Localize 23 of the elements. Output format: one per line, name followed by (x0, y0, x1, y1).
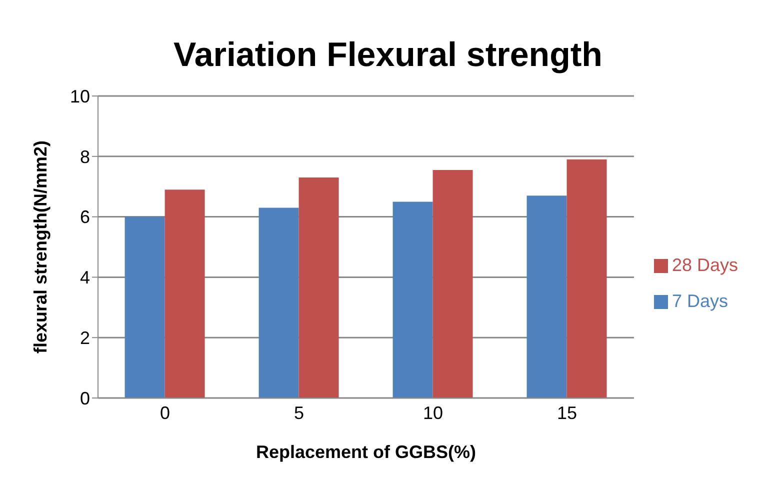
bar (566, 159, 607, 398)
bar (124, 216, 165, 398)
y-tick-label: 10 (70, 86, 90, 106)
y-tick-label: 8 (80, 146, 90, 167)
bar (298, 178, 339, 398)
y-tick-label: 6 (80, 207, 90, 228)
y-axis-title: flexural strength(N/mm2) (30, 140, 50, 354)
y-tick-label: 4 (80, 268, 90, 288)
y-tick-label: 2 (80, 328, 90, 348)
x-tick-label: 5 (294, 402, 304, 423)
bar (164, 190, 205, 398)
legend-label: 28 Days (672, 255, 738, 275)
x-tick-label: 0 (160, 402, 170, 423)
bar (526, 196, 567, 398)
bar (432, 170, 473, 398)
y-tick-label: 0 (80, 388, 90, 408)
bar (258, 208, 299, 398)
legend-label: 7 Days (672, 291, 728, 311)
bar (392, 202, 433, 398)
x-tick-label: 10 (422, 402, 443, 423)
x-tick-label: 15 (556, 402, 577, 423)
x-axis-title: Replacement of GGBS(%) (256, 442, 476, 462)
chart-title: Variation Flexural strength (172, 35, 604, 76)
